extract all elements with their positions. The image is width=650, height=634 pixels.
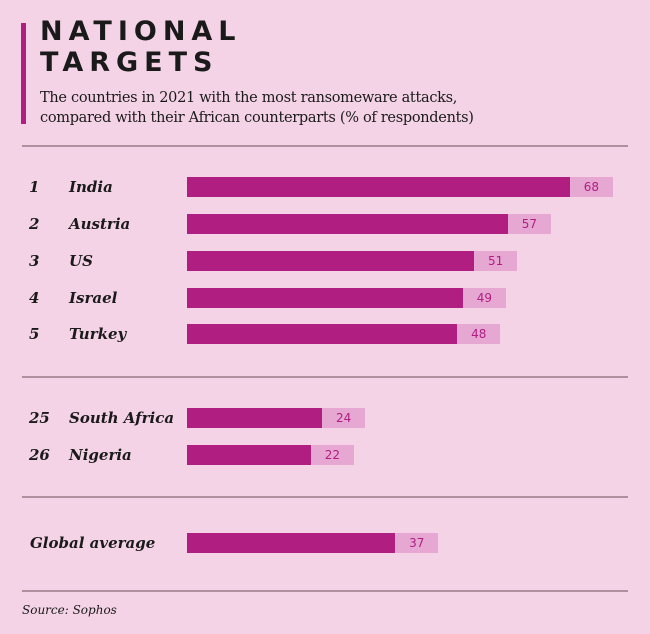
rank: 25 [29,409,50,427]
divider [22,496,628,498]
rank: 4 [29,289,40,307]
value-label: 51 [474,251,518,271]
title: NATIONAL TARGETS [40,16,242,78]
country-name: India [69,178,113,196]
bar [187,214,508,234]
value-label: 68 [569,177,613,197]
bar [187,533,396,553]
divider [22,376,628,378]
rank: 1 [29,178,40,196]
country-name: Global average [30,534,156,552]
country-name: Nigeria [69,446,132,464]
subtitle-line-1: The countries in 2021 with the most rans… [40,90,458,106]
bar [187,445,311,465]
divider [22,145,628,147]
bar [187,408,323,428]
bar [187,177,570,197]
rank: 5 [29,325,40,343]
bar-row: 1 India 68 [0,177,650,197]
bar-row: 25 South Africa 24 [0,408,650,428]
country-name: Austria [69,215,131,233]
divider [22,590,628,592]
bar [187,324,458,344]
country-name: Turkey [69,325,127,343]
bar-row: 3 US 51 [0,251,650,271]
bar-row: 4 Israel 49 [0,288,650,308]
value-label: 37 [395,533,439,553]
value-label: 24 [322,408,366,428]
bar [187,251,475,271]
bar [187,288,463,308]
title-line-2: TARGETS [40,47,219,78]
accent-bar [21,23,26,124]
country-name: US [69,252,93,270]
country-name: South Africa [69,409,175,427]
rank: 2 [29,215,40,233]
bar-row: 5 Turkey 48 [0,324,650,344]
value-label: 57 [507,214,551,234]
subtitle-line-2: compared with their African counterparts… [40,110,474,126]
bar-row: 26 Nigeria 22 [0,445,650,465]
title-line-1: NATIONAL [40,16,242,47]
rank: 26 [29,446,50,464]
country-name: Israel [69,289,118,307]
bar-row: 2 Austria 57 [0,214,650,234]
value-label: 22 [310,445,354,465]
bar-row: Global average 37 [0,533,650,553]
value-label: 49 [462,288,506,308]
value-label: 48 [457,324,501,344]
rank: 3 [29,252,40,270]
subtitle: The countries in 2021 with the most rans… [40,88,474,128]
source: Source: Sophos [22,603,117,617]
